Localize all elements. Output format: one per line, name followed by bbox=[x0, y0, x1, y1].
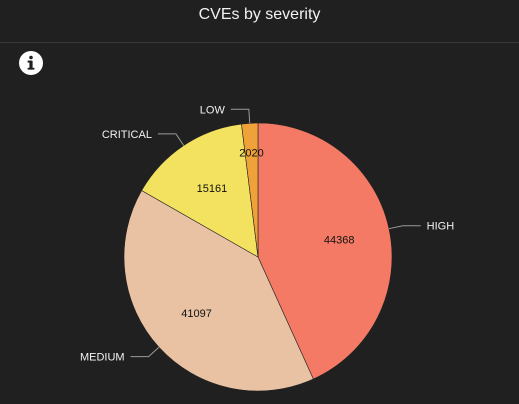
pie-slice-medium[interactable] bbox=[123, 190, 314, 392]
chart-header: CVEs by severity bbox=[0, 0, 519, 43]
leader-line-high bbox=[388, 225, 421, 230]
leader-lines bbox=[130, 108, 421, 358]
slice-value-medium: 41097 bbox=[181, 308, 212, 320]
slice-labels: HIGH MEDIUM CRITICAL LOW bbox=[80, 104, 454, 363]
slice-label-critical: CRITICAL bbox=[102, 129, 152, 141]
slice-label-medium: MEDIUM bbox=[80, 352, 125, 364]
info-icon[interactable] bbox=[19, 51, 43, 75]
pie-slices bbox=[123, 122, 393, 392]
leader-line-low bbox=[230, 108, 251, 124]
pie-slice-critical[interactable] bbox=[141, 123, 259, 258]
leader-line-medium bbox=[130, 346, 160, 358]
chart-title: CVEs by severity bbox=[198, 6, 321, 23]
leader-line-critical bbox=[157, 133, 185, 146]
slice-value-critical: 15161 bbox=[197, 183, 228, 195]
slice-value-low: 2020 bbox=[239, 148, 263, 160]
slice-values: 44368 41097 15161 2020 bbox=[181, 148, 354, 320]
slice-label-high: HIGH bbox=[427, 221, 455, 233]
slice-value-high: 44368 bbox=[324, 234, 355, 246]
slice-label-low: LOW bbox=[200, 104, 226, 116]
